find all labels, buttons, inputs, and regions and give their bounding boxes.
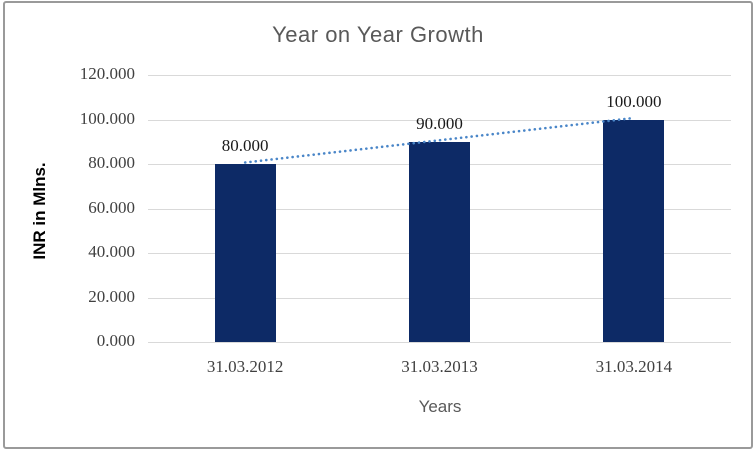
y-tick-label: 60.000: [88, 197, 135, 217]
bar: [603, 119, 665, 342]
y-tick-label: 100.000: [79, 108, 135, 128]
y-tick-label: 20.000: [88, 286, 135, 306]
y-tick-label: 0.000: [96, 331, 135, 350]
gridline: [148, 342, 731, 343]
data-label: 90.000: [416, 113, 463, 133]
category-label: 31.03.2013: [401, 357, 478, 376]
y-tick-label: 80.000: [88, 153, 135, 172]
data-label: 80.000: [221, 136, 269, 155]
bar: [214, 164, 276, 342]
chart-title: Year on Year Growth: [272, 22, 484, 47]
gridline: [148, 75, 731, 76]
y-tick-label: 40.000: [88, 242, 135, 261]
data-label: 100.000: [606, 91, 662, 111]
category-label: 31.03.2012: [206, 357, 284, 376]
x-axis-title: Years: [418, 397, 462, 416]
category-label: 31.03.2014: [595, 357, 673, 376]
bar: [409, 141, 470, 342]
y-tick-label: 120.000: [79, 64, 135, 83]
